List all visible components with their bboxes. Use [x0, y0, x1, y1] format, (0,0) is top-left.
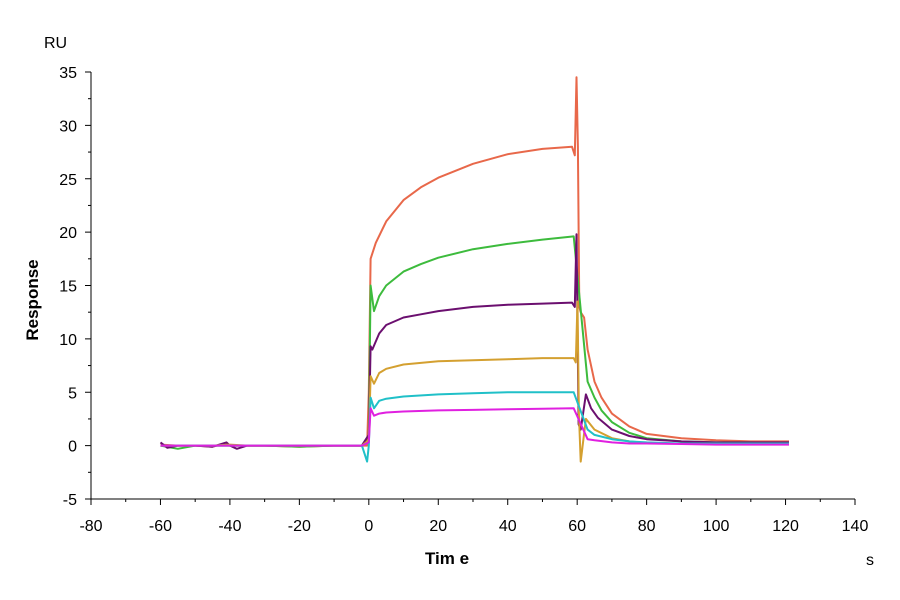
x-tick-label: -20 [288, 518, 311, 535]
series-group [159, 76, 789, 463]
x-tick-label: 40 [499, 518, 517, 535]
x-tick-label: 140 [842, 518, 869, 535]
y-tick-label: 35 [59, 65, 77, 82]
y-unit-label: RU [44, 35, 67, 52]
axes: -5 0 5 10 15 20 25 30 35 -80 -60 -40 -20 0 20 40 60 80 100… [59, 65, 868, 535]
y-tick-label: 20 [59, 225, 77, 242]
y-tick-label: -5 [63, 492, 77, 509]
y-tick-label: 30 [59, 118, 77, 135]
x-tick-label: 60 [568, 518, 586, 535]
y-tick-label: 0 [68, 439, 77, 456]
x-unit-label: s [866, 552, 874, 569]
x-tick-label: 120 [772, 518, 799, 535]
curve-series-3 [159, 233, 789, 450]
curve-series-5 [160, 391, 789, 463]
x-tick-label: -80 [79, 518, 102, 535]
curve-series-1 [160, 76, 789, 448]
x-tick-label: 100 [703, 518, 730, 535]
y-tick-label: 15 [59, 279, 77, 296]
x-tick-label: 0 [364, 518, 373, 535]
y-tick-label: 25 [59, 172, 77, 189]
curve-series-6 [160, 407, 789, 447]
y-axis-title: Response [23, 259, 42, 340]
x-tick-label: -60 [149, 518, 172, 535]
x-tick-label: 80 [638, 518, 656, 535]
y-tick-label: 5 [68, 385, 77, 402]
x-axis-title: Tim e [425, 549, 469, 568]
curve-series-4 [160, 300, 789, 463]
curve-series-2 [160, 235, 789, 450]
x-tick-label: 20 [429, 518, 447, 535]
x-tick-label: -40 [218, 518, 241, 535]
y-tick-label: 10 [59, 332, 77, 349]
